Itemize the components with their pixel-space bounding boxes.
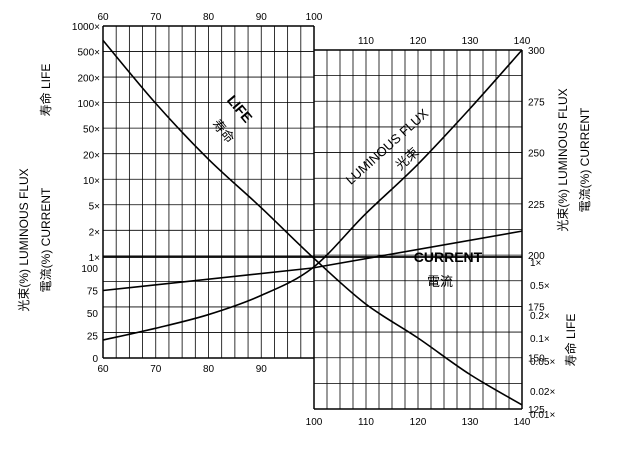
tick-label-right-percent: 175 <box>528 302 545 313</box>
current-series-label: CURRENT <box>414 249 483 265</box>
tick-label-right-percent: 300 <box>528 46 545 57</box>
tick-label-top-left: 80 <box>203 12 215 23</box>
tick-label-bottom-right: 120 <box>410 417 427 428</box>
tick-label-left-life: 1× <box>89 253 101 264</box>
flux-series-label-ja: 光束 <box>392 144 421 173</box>
tick-label-top-left: 100 <box>306 12 323 23</box>
tick-label-left-life: 10× <box>83 176 100 187</box>
series-luminous-flux-line <box>102 49 523 341</box>
tick-label-right-percent: 275 <box>528 97 545 108</box>
left-life-axis-title: 寿命 LIFE <box>38 64 53 117</box>
tick-label-bottom-left: 90 <box>256 364 268 375</box>
series-current-line <box>102 230 523 292</box>
tick-label-right-percent: 250 <box>528 149 545 160</box>
tick-label-left-percent: 50 <box>87 309 99 320</box>
tick-label-right-percent: 125 <box>528 405 545 416</box>
tick-label-right-percent: 200 <box>528 251 545 262</box>
tick-label-top-right: 140 <box>514 36 531 47</box>
tick-label-right-percent: 150 <box>528 354 545 365</box>
tick-label-right-life: 0.05× <box>530 357 555 368</box>
tick-label-right-percent: 225 <box>528 200 545 211</box>
tick-label-left-life: 200× <box>77 73 100 84</box>
left-current-axis-title: 電流(%) CURRENT <box>39 187 53 292</box>
tick-label-bottom-left: 60 <box>97 364 109 375</box>
tick-label-top-right: 130 <box>462 36 479 47</box>
tick-label-left-percent: 75 <box>87 287 99 298</box>
tick-label-right-life: 0.5× <box>530 281 550 292</box>
chart-frame <box>102 25 523 410</box>
tick-label-top-left: 90 <box>256 12 268 23</box>
tick-label-bottom-right: 140 <box>514 417 531 428</box>
tick-label-bottom-left: 70 <box>150 364 162 375</box>
tick-label-left-percent: 25 <box>87 332 99 343</box>
current-series-label-ja: 電流 <box>427 274 453 289</box>
tick-label-left-life: 5× <box>89 202 101 213</box>
tick-label-bottom-right: 100 <box>306 417 323 428</box>
life-series-label-ja: 寿命 <box>209 116 237 146</box>
tick-label-left-life: 20× <box>83 150 100 161</box>
right-flux-axis-title: 光束(%) LUMINOUS FLUX <box>556 88 570 231</box>
tick-label-right-life: 0.1× <box>530 334 550 345</box>
tick-label-right-life: 0.01× <box>530 410 555 421</box>
tick-label-left-life: 1000× <box>72 22 100 33</box>
tick-label-bottom-right: 130 <box>462 417 479 428</box>
left-flux-axis-title: 光束(%) LUMINOUS FLUX <box>17 168 31 311</box>
series-lines <box>102 39 523 406</box>
life-series-label: LIFE <box>224 92 256 126</box>
tick-label-left-life: 500× <box>77 48 100 59</box>
tick-labels: 60 70 80 90 100 110 120 130 140 60 70 80 90 100 110 120… <box>72 12 556 428</box>
grid-lines <box>102 25 523 410</box>
tick-label-right-life: 0.02× <box>530 387 555 398</box>
tick-label-left-percent: 0 <box>92 354 98 365</box>
tick-label-left-life: 50× <box>83 125 100 136</box>
tick-label-right-life: 0.2× <box>530 311 550 322</box>
tick-label-top-left: 70 <box>150 12 162 23</box>
tick-label-right-life: 1× <box>530 258 542 269</box>
tick-label-bottom-left: 80 <box>203 364 215 375</box>
tick-label-left-life: 2× <box>89 227 101 238</box>
tick-label-top-right: 110 <box>358 36 374 47</box>
right-life-axis-title: 寿命 LIFE <box>563 314 578 367</box>
tick-label-top-right: 120 <box>410 36 427 47</box>
tick-label-bottom-right: 110 <box>358 417 374 428</box>
tick-label-top-left: 60 <box>97 12 109 23</box>
right-current-axis-title: 電流(%) CURRENT <box>578 107 592 212</box>
tick-label-left-life: 100× <box>77 99 100 110</box>
tick-label-left-percent: 100 <box>81 264 98 275</box>
series-life-line <box>102 39 523 406</box>
